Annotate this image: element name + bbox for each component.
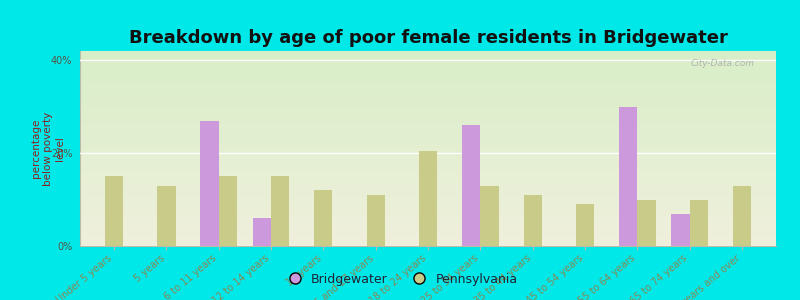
Y-axis label: percentage
below poverty
level: percentage below poverty level [31, 111, 65, 186]
Legend: Bridgewater, Pennsylvania: Bridgewater, Pennsylvania [278, 268, 522, 291]
Bar [105, 176, 123, 246]
Bar [366, 195, 385, 246]
Bar [523, 195, 542, 246]
Bar [200, 121, 218, 246]
Bar [419, 151, 437, 246]
Bar [253, 218, 271, 246]
Bar [638, 200, 656, 246]
Bar [480, 186, 498, 246]
Bar [462, 125, 480, 246]
Bar [271, 176, 290, 246]
Bar [690, 200, 708, 246]
Bar [218, 176, 237, 246]
Bar [733, 186, 751, 246]
Bar [671, 214, 690, 246]
Bar [576, 204, 594, 246]
Title: Breakdown by age of poor female residents in Bridgewater: Breakdown by age of poor female resident… [129, 29, 727, 47]
Bar [157, 186, 175, 246]
Bar [314, 190, 333, 246]
Text: City-Data.com: City-Data.com [691, 59, 755, 68]
Bar [619, 107, 638, 246]
